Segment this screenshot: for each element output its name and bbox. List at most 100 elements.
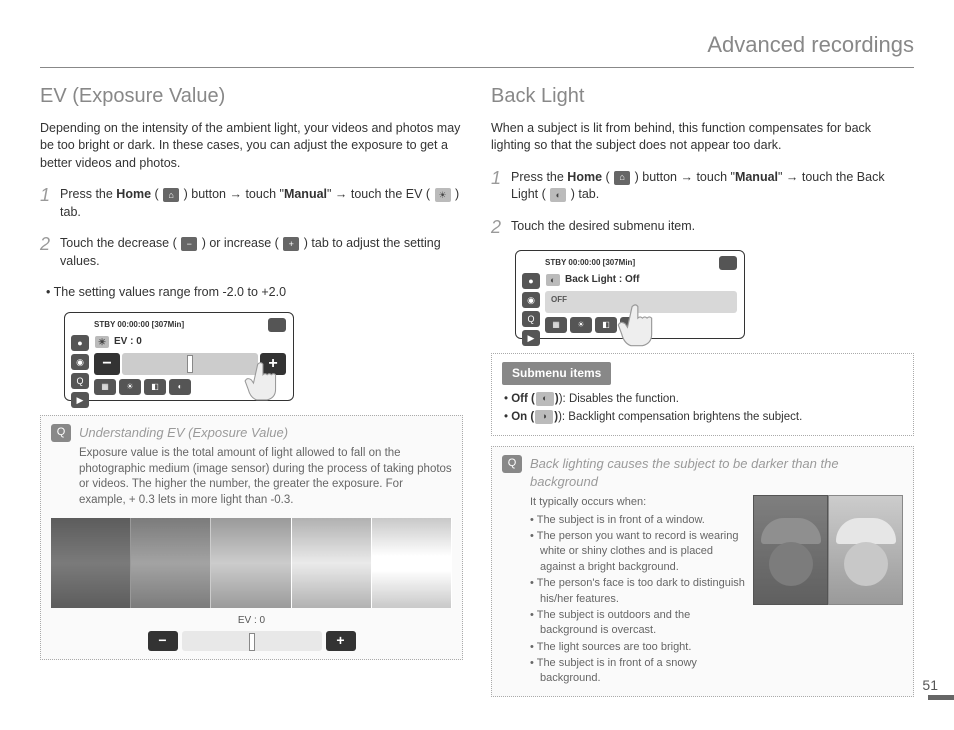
text: ) or increase ( [198, 236, 282, 250]
slider-thumb[interactable] [187, 355, 193, 373]
ev-strip-label: EV : 0 [51, 614, 452, 628]
slider-track[interactable] [122, 353, 258, 375]
touch-hand-icon [616, 302, 662, 348]
text: Press the [60, 187, 116, 201]
manual-label: Manual [735, 170, 778, 184]
backlight-info-body: It typically occurs when: The subject is… [502, 495, 903, 688]
status-text: STBY 00:00:00 [307Min] [94, 319, 184, 330]
screen-left-icons: ● ◉ Q ▶ [71, 335, 89, 408]
ev-strip-control: EV : 0 − + [51, 614, 452, 651]
play-icon: ▶ [71, 392, 89, 408]
page-header: Advanced recordings [40, 30, 914, 61]
text: ) button → touch " [180, 187, 284, 201]
face-dark [753, 495, 828, 605]
zoom-icon: Q [522, 311, 540, 327]
focus-tab-icon: ◧ [144, 379, 166, 395]
ev-small-icon: ☀ [95, 336, 109, 348]
step-body: Touch the desired submenu item. [511, 218, 695, 236]
off-desc: ): Disables the function. [559, 393, 679, 405]
exposure-sample [131, 518, 211, 608]
backlight-heading: Back Light [491, 82, 914, 110]
ev-value-label: EV : 0 [114, 335, 142, 349]
submenu-header: Submenu items [502, 362, 611, 385]
ev-heading: EV (Exposure Value) [40, 82, 463, 110]
ev-tab-icon: ☀ [570, 317, 592, 333]
text: " → touch the EV ( [327, 187, 434, 201]
info-header-row: Q Understanding EV (Exposure Value) Expo… [51, 424, 452, 508]
ev-tab-icon: ☀ [119, 379, 141, 395]
submenu-box: Submenu items Off (◐)): Disables the fun… [491, 353, 914, 436]
menu-icon: ▦ [545, 317, 567, 333]
header-rule [40, 67, 914, 68]
text: Press the [511, 170, 567, 184]
ev-intro: Depending on the intensity of the ambien… [40, 120, 463, 173]
info-title: Back lighting causes the subject to be d… [530, 455, 903, 491]
list-item: The person you want to record is wearing… [540, 529, 745, 575]
backlight-intro: When a subject is lit from behind, this … [491, 120, 914, 155]
step-body: Touch the decrease ( − ) or increase ( +… [60, 235, 463, 270]
text: Touch the decrease ( [60, 236, 180, 250]
ev-step-1: 1 Press the Home ( ⌂ ) button → touch "M… [40, 186, 463, 221]
list-item: The subject is outdoors and the backgrou… [540, 608, 745, 639]
record-icon: ● [522, 273, 540, 289]
on-icon: ◑ [535, 410, 553, 424]
backlight-causes-list: It typically occurs when: The subject is… [530, 495, 745, 688]
face-comparison [753, 495, 903, 605]
decrease-button[interactable]: − [148, 631, 178, 651]
backlight-value-row: ◐ Back Light : Off [545, 273, 737, 287]
content-columns: EV (Exposure Value) Depending on the int… [40, 82, 914, 703]
text: ) button → touch " [631, 170, 735, 184]
ev-step-2: 2 Touch the decrease ( − ) or increase (… [40, 235, 463, 270]
list-item: The person's face is too dark to disting… [540, 576, 745, 607]
decrease-button[interactable]: − [94, 353, 120, 375]
ev-range-bullet: The setting values range from -2.0 to +2… [58, 284, 463, 302]
zoom-icon: Q [71, 373, 89, 389]
step-number: 2 [40, 235, 50, 270]
backlight-screen-figure: ● ◉ Q ▶ STBY 00:00:00 [307Min] ◐ Back Li… [515, 250, 745, 339]
screen-status-bar: STBY 00:00:00 [307Min] [72, 318, 286, 332]
step-number: 1 [40, 186, 50, 221]
backlight-step-2: 2 Touch the desired submenu item. [491, 218, 914, 236]
on-bold: On ( [511, 411, 534, 423]
ev-icon: ☀ [435, 188, 451, 202]
list-item: The subject is in front of a snowy backg… [540, 656, 745, 687]
plus-icon: + [283, 237, 299, 251]
text: ( [602, 170, 613, 184]
play-icon: ▶ [522, 330, 540, 346]
ev-value-row: ☀ EV : 0 [94, 335, 286, 349]
left-column: EV (Exposure Value) Depending on the int… [40, 82, 463, 703]
info-title: Understanding EV (Exposure Value) [79, 424, 452, 442]
status-text: STBY 00:00:00 [307Min] [545, 257, 635, 268]
text: ( [151, 187, 162, 201]
screen-left-icons: ● ◉ Q ▶ [522, 273, 540, 346]
submenu-on: On (◑)): Backlight compensation brighten… [514, 409, 903, 425]
slider-thumb[interactable] [249, 633, 255, 651]
slider-track[interactable] [182, 631, 322, 651]
minus-icon: − [181, 237, 197, 251]
info-text: Exposure value is the total amount of li… [79, 446, 452, 508]
off-option[interactable]: OFF [551, 294, 567, 305]
on-desc: ): Backlight compensation brightens the … [558, 411, 802, 423]
menu-icon: ▦ [94, 379, 116, 395]
backlight-step-1: 1 Press the Home ( ⌂ ) button → touch "M… [491, 169, 914, 204]
list-lead: It typically occurs when: [530, 495, 745, 510]
manual-label: Manual [284, 187, 327, 201]
record-icon: ● [71, 335, 89, 351]
ev-strip-slider: − + [51, 631, 452, 651]
increase-button[interactable]: + [326, 631, 356, 651]
step-body: Press the Home ( ⌂ ) button → touch "Man… [60, 186, 463, 221]
step-body: Press the Home ( ⌂ ) button → touch "Man… [511, 169, 914, 204]
off-bold: Off ( [511, 393, 535, 405]
camera-icon: ◉ [522, 292, 540, 308]
face-bright [828, 495, 903, 605]
text: ) tab. [567, 187, 599, 201]
backlight-tab-icon: ◐ [169, 379, 191, 395]
step-number: 2 [491, 218, 501, 236]
camera-icon: ◉ [71, 354, 89, 370]
right-column: Back Light When a subject is lit from be… [491, 82, 914, 703]
page-tab [928, 695, 954, 700]
list-item: The subject is in front of a window. [540, 513, 745, 528]
page-number: 51 [922, 676, 938, 696]
exposure-sample [51, 518, 131, 608]
home-label: Home [116, 187, 151, 201]
